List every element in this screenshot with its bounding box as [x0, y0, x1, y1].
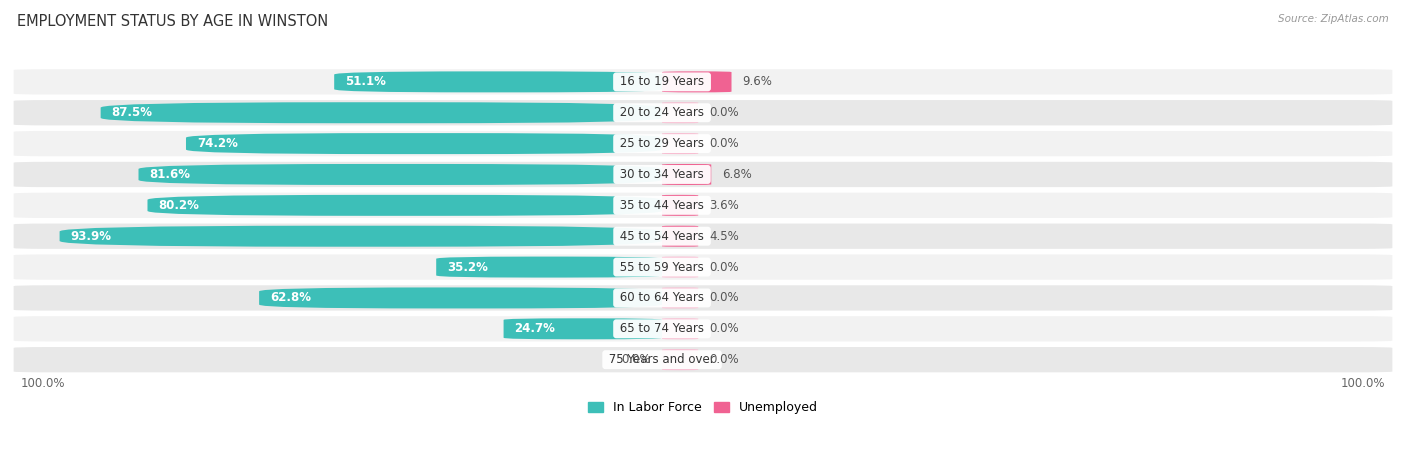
- Text: 100.0%: 100.0%: [1341, 377, 1385, 390]
- FancyBboxPatch shape: [14, 100, 1392, 126]
- Text: 6.8%: 6.8%: [723, 168, 752, 181]
- Text: 100.0%: 100.0%: [21, 377, 65, 390]
- FancyBboxPatch shape: [14, 347, 1392, 372]
- Text: 0.0%: 0.0%: [709, 106, 738, 119]
- Text: EMPLOYMENT STATUS BY AGE IN WINSTON: EMPLOYMENT STATUS BY AGE IN WINSTON: [17, 14, 328, 28]
- FancyBboxPatch shape: [14, 224, 1392, 249]
- Legend: In Labor Force, Unemployed: In Labor Force, Unemployed: [588, 401, 818, 414]
- FancyBboxPatch shape: [662, 318, 699, 339]
- FancyBboxPatch shape: [14, 193, 1392, 218]
- FancyBboxPatch shape: [662, 102, 699, 123]
- FancyBboxPatch shape: [662, 195, 699, 216]
- Text: 55 to 59 Years: 55 to 59 Years: [616, 261, 707, 274]
- FancyBboxPatch shape: [503, 318, 662, 339]
- Text: 0.0%: 0.0%: [621, 353, 651, 366]
- Text: 51.1%: 51.1%: [344, 75, 387, 88]
- Text: 35 to 44 Years: 35 to 44 Years: [616, 199, 707, 212]
- Text: 80.2%: 80.2%: [159, 199, 200, 212]
- Text: Source: ZipAtlas.com: Source: ZipAtlas.com: [1278, 14, 1389, 23]
- Text: 30 to 34 Years: 30 to 34 Years: [616, 168, 707, 181]
- Text: 0.0%: 0.0%: [709, 292, 738, 305]
- FancyBboxPatch shape: [662, 226, 699, 247]
- Text: 65 to 74 Years: 65 to 74 Years: [616, 322, 709, 335]
- FancyBboxPatch shape: [436, 256, 662, 278]
- Text: 45 to 54 Years: 45 to 54 Years: [616, 230, 707, 243]
- Text: 87.5%: 87.5%: [111, 106, 153, 119]
- FancyBboxPatch shape: [14, 69, 1392, 94]
- FancyBboxPatch shape: [186, 133, 662, 154]
- FancyBboxPatch shape: [14, 316, 1392, 342]
- Text: 16 to 19 Years: 16 to 19 Years: [616, 75, 709, 88]
- Text: 9.6%: 9.6%: [742, 75, 772, 88]
- FancyBboxPatch shape: [662, 349, 699, 370]
- FancyBboxPatch shape: [662, 72, 731, 92]
- FancyBboxPatch shape: [14, 285, 1392, 310]
- Text: 4.5%: 4.5%: [709, 230, 740, 243]
- FancyBboxPatch shape: [139, 164, 662, 185]
- FancyBboxPatch shape: [335, 72, 662, 92]
- Text: 0.0%: 0.0%: [709, 322, 738, 335]
- FancyBboxPatch shape: [14, 162, 1392, 187]
- FancyBboxPatch shape: [148, 195, 662, 216]
- FancyBboxPatch shape: [101, 102, 662, 123]
- FancyBboxPatch shape: [14, 254, 1392, 280]
- FancyBboxPatch shape: [662, 288, 699, 308]
- Text: 74.2%: 74.2%: [197, 137, 238, 150]
- Text: 60 to 64 Years: 60 to 64 Years: [616, 292, 709, 305]
- FancyBboxPatch shape: [14, 131, 1392, 156]
- Text: 35.2%: 35.2%: [447, 261, 488, 274]
- Text: 3.6%: 3.6%: [709, 199, 740, 212]
- Text: 81.6%: 81.6%: [149, 168, 190, 181]
- Text: 75 Years and over: 75 Years and over: [606, 353, 718, 366]
- FancyBboxPatch shape: [662, 133, 699, 154]
- Text: 93.9%: 93.9%: [70, 230, 111, 243]
- Text: 62.8%: 62.8%: [270, 292, 311, 305]
- FancyBboxPatch shape: [662, 256, 699, 278]
- FancyBboxPatch shape: [59, 226, 662, 247]
- FancyBboxPatch shape: [662, 164, 711, 185]
- Text: 25 to 29 Years: 25 to 29 Years: [616, 137, 709, 150]
- Text: 0.0%: 0.0%: [709, 137, 738, 150]
- Text: 20 to 24 Years: 20 to 24 Years: [616, 106, 709, 119]
- Text: 0.0%: 0.0%: [709, 261, 738, 274]
- FancyBboxPatch shape: [259, 288, 662, 308]
- Text: 24.7%: 24.7%: [515, 322, 555, 335]
- Text: 0.0%: 0.0%: [709, 353, 738, 366]
